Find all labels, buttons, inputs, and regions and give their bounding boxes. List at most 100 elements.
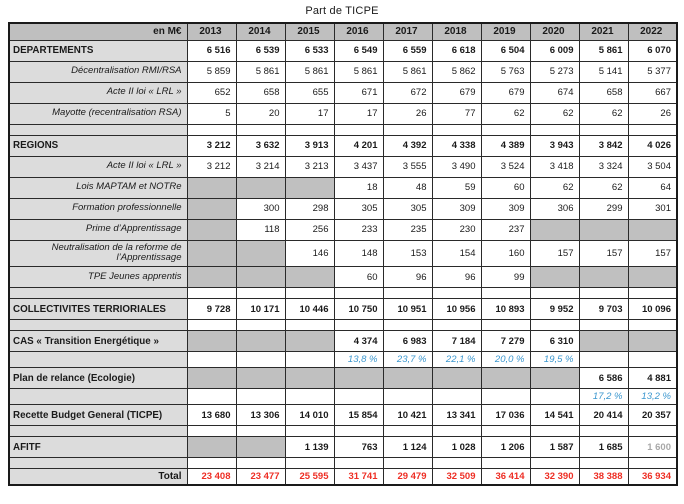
cell-lois-maptam-et-notre-2014	[235, 176, 286, 199]
table-header-row: en M€ 2013 2014 2015 2016 2017 2018 2019 2020 20…	[8, 22, 678, 41]
cell-separator-4-2021	[578, 425, 629, 438]
unit-label: en M€	[8, 22, 188, 41]
cell-plan-de-relance-ecologie-pct-2018	[431, 388, 482, 406]
cell-afitf-2019: 1 206	[480, 436, 531, 459]
row-label-decentralisation-rmi-rsa: Décentralisation RMI/RSA	[8, 60, 188, 83]
cell-mayotte-recentralisation-rsa-2016: 17	[333, 102, 384, 125]
cell-neutralisation-reforme-apprentissage-2018: 154	[431, 239, 482, 268]
cell-cas-transition-energetique-pct-2021	[578, 351, 629, 369]
cell-acte-ii-loi-lrl-departements-2017: 672	[382, 81, 433, 104]
row-label-separator-3	[8, 319, 188, 332]
row-plan-de-relance-ecologie: Plan de relance (Ecologie) 6 586 4 881	[8, 367, 678, 390]
cell-lois-maptam-et-notre-2016: 18	[333, 176, 384, 199]
cell-collectivites-terrioriales-2013: 9 728	[186, 298, 237, 321]
cell-tpe-jeunes-apprentis-2019: 99	[480, 266, 531, 289]
cell-regions-2021: 3 842	[578, 134, 629, 157]
row-departements: DEPARTEMENTS 6 516 6 539 6 533 6 549 6 559 6 6…	[8, 39, 678, 62]
cell-formation-professionnelle-2019: 309	[480, 197, 531, 220]
cell-afitf-2015: 1 139	[284, 436, 335, 459]
row-neutralisation-reforme-apprentissage: Neutralisation de la reforme de l’Appren…	[8, 239, 678, 268]
cell-cas-transition-energetique-pct-2022	[627, 351, 678, 369]
cell-prime-apprentissage-2016: 233	[333, 218, 384, 241]
cell-total-2022: 36 934	[627, 468, 678, 486]
cell-separator-4-2018	[431, 425, 482, 438]
cell-cas-transition-energetique-2020: 6 310	[529, 330, 580, 353]
cell-regions-2018: 4 338	[431, 134, 482, 157]
cell-total-2016: 31 741	[333, 468, 384, 486]
cell-separator-5-2017	[382, 457, 433, 470]
cell-departements-2021: 5 861	[578, 39, 629, 62]
cell-regions-2019: 4 389	[480, 134, 531, 157]
cell-decentralisation-rmi-rsa-2016: 5 861	[333, 60, 384, 83]
row-label-acte-ii-loi-lrl-departements: Acte II loi « LRL »	[8, 81, 188, 104]
year-header-2019: 2019	[480, 22, 531, 41]
cell-recette-budget-general-ticpe-2017: 10 421	[382, 404, 433, 427]
cell-tpe-jeunes-apprentis-2016: 60	[333, 266, 384, 289]
cell-cas-transition-energetique-2018: 7 184	[431, 330, 482, 353]
row-prime-apprentissage: Prime d’Apprentissage 118 256 233 235 230 237	[8, 218, 678, 241]
cell-cas-transition-energetique-pct-2019: 20,0 %	[480, 351, 531, 369]
row-label-separator-1	[8, 123, 188, 136]
cell-acte-ii-loi-lrl-departements-2014: 658	[235, 81, 286, 104]
cell-separator-2-2022	[627, 287, 678, 300]
cell-separator-3-2015	[284, 319, 335, 332]
cell-plan-de-relance-ecologie-2017	[382, 367, 433, 390]
cell-cas-transition-energetique-2016: 4 374	[333, 330, 384, 353]
cell-formation-professionnelle-2017: 305	[382, 197, 433, 220]
cell-separator-1-2019	[480, 123, 531, 136]
cell-cas-transition-energetique-2015	[284, 330, 335, 353]
cell-plan-de-relance-ecologie-pct-2020	[529, 388, 580, 406]
cell-separator-4-2013	[186, 425, 237, 438]
cell-lois-maptam-et-notre-2018: 59	[431, 176, 482, 199]
cell-cas-transition-energetique-2021	[578, 330, 629, 353]
cell-plan-de-relance-ecologie-2021: 6 586	[578, 367, 629, 390]
cell-lois-maptam-et-notre-2015	[284, 176, 335, 199]
cell-total-2019: 36 414	[480, 468, 531, 486]
cell-prime-apprentissage-2013	[186, 218, 237, 241]
cell-prime-apprentissage-2017: 235	[382, 218, 433, 241]
row-label-cas-transition-energetique: CAS « Transition Energétique »	[8, 330, 188, 353]
cell-regions-2022: 4 026	[627, 134, 678, 157]
row-label-plan-de-relance-ecologie: Plan de relance (Ecologie)	[8, 367, 188, 390]
row-label-recette-budget-general-ticpe: Recette Budget General (TICPE)	[8, 404, 188, 427]
cell-prime-apprentissage-2022	[627, 218, 678, 241]
cell-lois-maptam-et-notre-2019: 60	[480, 176, 531, 199]
cell-tpe-jeunes-apprentis-2014	[235, 266, 286, 289]
row-label-acte-ii-loi-lrl-regions: Acte II loi « LRL »	[8, 155, 188, 178]
cell-plan-de-relance-ecologie-pct-2021: 17,2 %	[578, 388, 629, 406]
cell-acte-ii-loi-lrl-regions-2016: 3 437	[333, 155, 384, 178]
row-mayotte-recentralisation-rsa: Mayotte (recentralisation RSA) 5 20 17 17 26 7…	[8, 102, 678, 125]
cell-separator-5-2020	[529, 457, 580, 470]
cell-prime-apprentissage-2020	[529, 218, 580, 241]
cell-tpe-jeunes-apprentis-2017: 96	[382, 266, 433, 289]
cell-departements-2016: 6 549	[333, 39, 384, 62]
cell-separator-3-2021	[578, 319, 629, 332]
row-separator-5	[8, 457, 678, 470]
row-label-afitf: AFITF	[8, 436, 188, 459]
cell-separator-2-2013	[186, 287, 237, 300]
cell-prime-apprentissage-2015: 256	[284, 218, 335, 241]
cell-neutralisation-reforme-apprentissage-2015: 146	[284, 239, 335, 268]
cell-formation-professionnelle-2022: 301	[627, 197, 678, 220]
cell-separator-5-2016	[333, 457, 384, 470]
cell-separator-1-2018	[431, 123, 482, 136]
cell-mayotte-recentralisation-rsa-2013: 5	[186, 102, 237, 125]
cell-collectivites-terrioriales-2014: 10 171	[235, 298, 286, 321]
cell-lois-maptam-et-notre-2021: 62	[578, 176, 629, 199]
cell-mayotte-recentralisation-rsa-2020: 62	[529, 102, 580, 125]
cell-plan-de-relance-ecologie-2022: 4 881	[627, 367, 678, 390]
cell-afitf-2022: 1 600	[627, 436, 678, 459]
cell-cas-transition-energetique-pct-2017: 23,7 %	[382, 351, 433, 369]
row-lois-maptam-et-notre: Lois MAPTAM et NOTRe 18 48 59 60 62 62 64	[8, 176, 678, 199]
cell-afitf-2021: 1 685	[578, 436, 629, 459]
cell-departements-2013: 6 516	[186, 39, 237, 62]
cell-separator-5-2013	[186, 457, 237, 470]
cell-plan-de-relance-ecologie-pct-2016	[333, 388, 384, 406]
cell-decentralisation-rmi-rsa-2014: 5 861	[235, 60, 286, 83]
cell-cas-transition-energetique-2014	[235, 330, 286, 353]
cell-afitf-2016: 763	[333, 436, 384, 459]
cell-departements-2018: 6 618	[431, 39, 482, 62]
cell-mayotte-recentralisation-rsa-2022: 26	[627, 102, 678, 125]
cell-cas-transition-energetique-pct-2018: 22,1 %	[431, 351, 482, 369]
row-label-tpe-jeunes-apprentis: TPE Jeunes apprentis	[8, 266, 188, 289]
